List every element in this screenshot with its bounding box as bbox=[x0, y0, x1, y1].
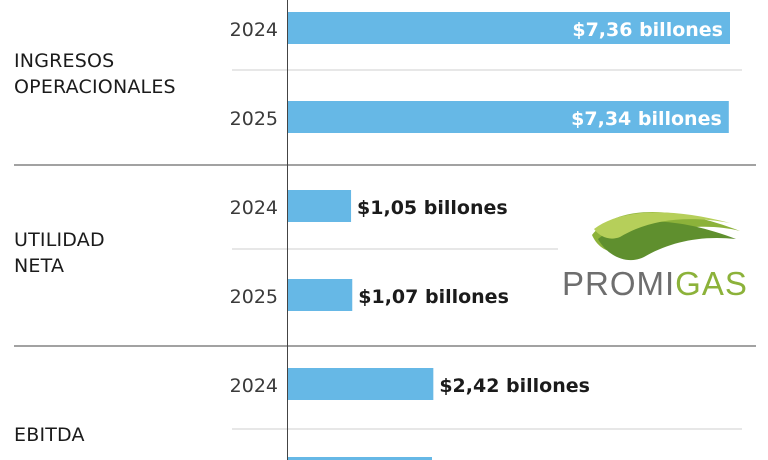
logo-wordmark: PROMIGAS bbox=[562, 267, 748, 301]
data-label: $2,42 billones bbox=[439, 375, 590, 397]
bar-1-2025 bbox=[288, 279, 353, 311]
bar-cut-off bbox=[288, 457, 432, 460]
year-label: 2024 bbox=[230, 197, 278, 219]
group-label-ingresos: INGRESOS OPERACIONALES bbox=[14, 50, 176, 98]
logo-text-part2: GAS bbox=[675, 265, 748, 302]
leaf-icon bbox=[592, 212, 740, 261]
bar-0-2024 bbox=[288, 12, 730, 44]
data-label: $1,07 billones bbox=[358, 286, 509, 308]
group-label-utilidad: UTILIDAD NETA bbox=[14, 229, 105, 277]
year-label: 2025 bbox=[230, 286, 278, 308]
bar-2-2024 bbox=[288, 368, 434, 400]
group-label-ebitda: EBITDA bbox=[14, 424, 85, 446]
data-label: $7,34 billones bbox=[571, 108, 722, 130]
bar-0-2025 bbox=[288, 101, 729, 133]
year-label: 2024 bbox=[230, 375, 278, 397]
year-label: 2025 bbox=[230, 108, 278, 130]
promigas-logo: PROMIGAS bbox=[558, 205, 748, 305]
year-label: 2024 bbox=[230, 19, 278, 41]
data-label: $1,05 billones bbox=[357, 197, 508, 219]
data-label: $7,36 billones bbox=[572, 19, 723, 41]
logo-text-part1: PROMI bbox=[562, 265, 676, 302]
bar-1-2024 bbox=[288, 190, 352, 222]
